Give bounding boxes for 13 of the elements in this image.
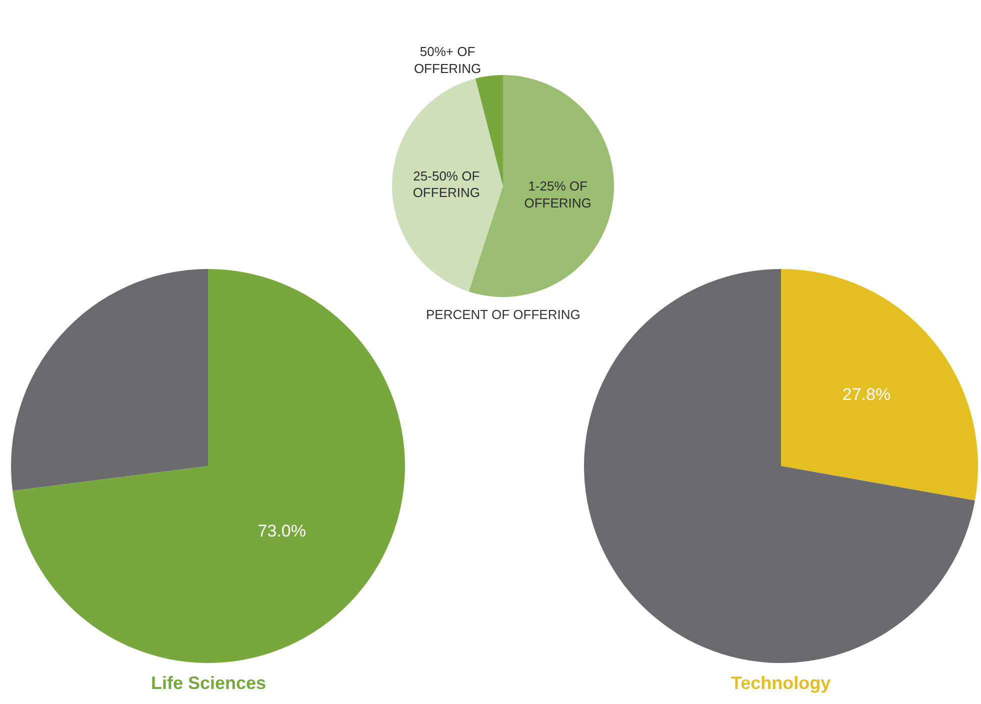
pie-slice xyxy=(781,269,978,500)
slice-label: 25-50% OF OFFERING xyxy=(412,168,480,200)
text: Technology xyxy=(731,673,831,693)
slice-label: 50%+ OF OFFERING xyxy=(414,44,482,76)
slice-label: 1-25% OF OFFERING xyxy=(524,178,592,211)
pie-slice xyxy=(392,78,503,292)
pie-slice xyxy=(11,269,208,491)
data-label: 27.8% xyxy=(842,384,891,404)
pie-slice xyxy=(584,269,975,663)
pie-slice xyxy=(12,269,405,663)
text: Life Sciences xyxy=(151,673,266,693)
text: PERCENT OF OFFERING xyxy=(426,307,580,322)
data-label: 73.0% xyxy=(258,522,306,541)
